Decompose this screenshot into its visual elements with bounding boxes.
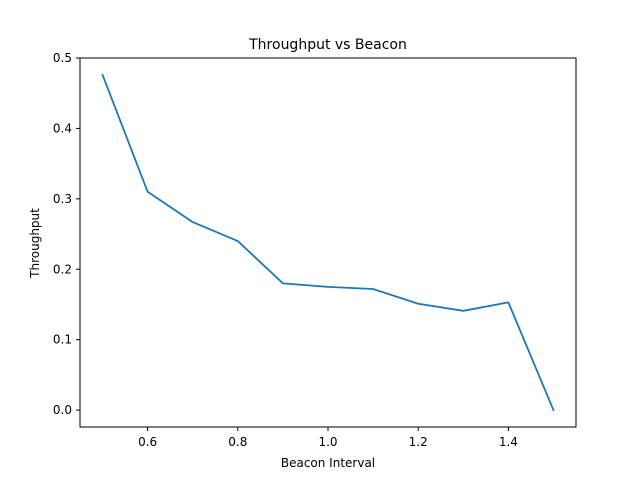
y-axis-ticks: 0.0 0.1 0.2 0.3 0.4 0.5 [53, 51, 80, 417]
plot-content [101, 73, 555, 412]
y-axis-label: Throughput [28, 208, 42, 279]
x-tick-label: 1.4 [499, 435, 518, 449]
x-tick-label: 1.2 [409, 435, 428, 449]
x-tick-label: 0.6 [138, 435, 157, 449]
x-tick-label: 0.8 [228, 435, 247, 449]
chart-title: Throughput vs Beacon [248, 37, 407, 53]
series-line [101, 73, 555, 412]
y-tick-label: 0.0 [53, 403, 72, 417]
y-tick-label: 0.5 [53, 51, 72, 65]
y-tick-label: 0.1 [53, 333, 72, 347]
y-tick-label: 0.3 [53, 192, 72, 206]
plot-frame [79, 57, 577, 428]
y-tick-label: 0.4 [53, 121, 72, 135]
x-axis-ticks: 0.6 0.8 1.0 1.2 1.4 [138, 427, 518, 449]
x-tick-label: 1.0 [318, 435, 337, 449]
y-tick-label: 0.2 [53, 262, 72, 276]
x-axis-label: Beacon Interval [281, 456, 375, 470]
